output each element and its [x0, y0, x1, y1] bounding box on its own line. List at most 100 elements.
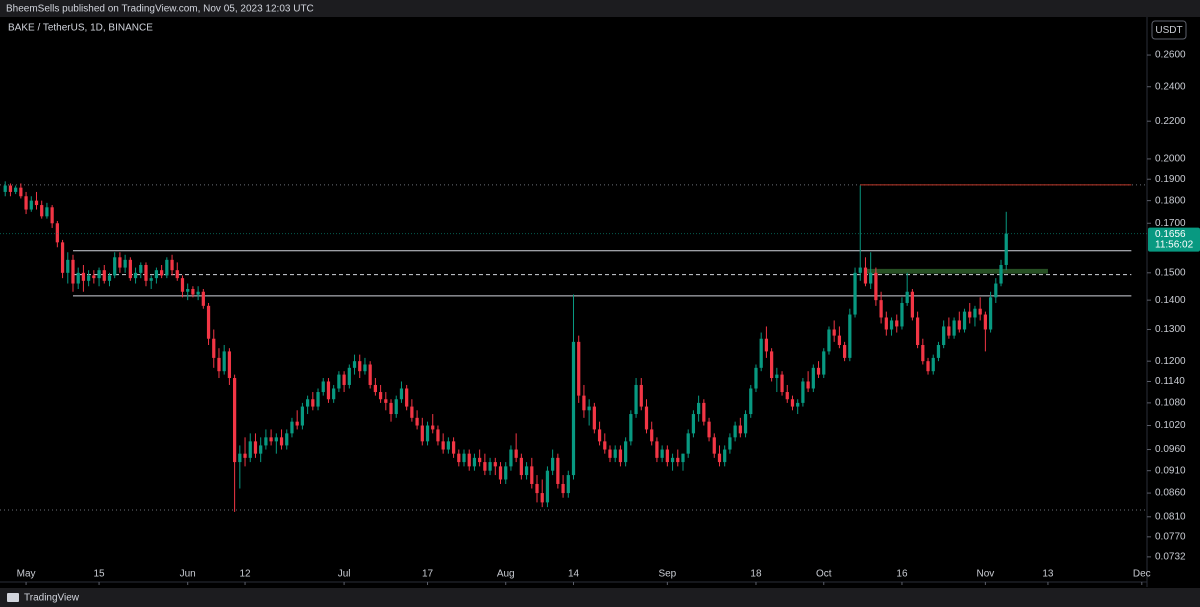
- candle-body: [519, 457, 523, 476]
- candle-body: [921, 345, 925, 362]
- y-tick-label: 0.1400: [1155, 295, 1186, 306]
- y-tick-label: 0.1500: [1155, 267, 1186, 278]
- zone: [865, 268, 1048, 274]
- candle-body: [269, 437, 273, 442]
- candle-body: [342, 374, 346, 385]
- candle-body: [217, 357, 221, 372]
- candle-body: [837, 335, 842, 346]
- candle-body: [994, 283, 998, 298]
- candle-body: [900, 302, 904, 327]
- y-tick-label: 0.0770: [1155, 531, 1186, 542]
- candle-body: [738, 425, 742, 434]
- candle-body: [603, 441, 607, 450]
- candle-body: [170, 259, 174, 271]
- candle-body: [551, 457, 555, 471]
- candle-body: [493, 462, 497, 467]
- candle-body: [822, 351, 826, 375]
- candle-body: [759, 338, 763, 368]
- header: BheemSells published on TradingView.com,…: [6, 4, 314, 15]
- y-tick-label: 0.0732: [1155, 552, 1186, 563]
- candle-body: [384, 399, 388, 403]
- y-tick-label: 0.2600: [1155, 50, 1186, 61]
- candle-body: [608, 449, 612, 458]
- candle-body: [107, 275, 112, 281]
- candle-body: [180, 278, 185, 292]
- countdown: 11:56:02: [1155, 239, 1194, 250]
- currency-button[interactable]: [1151, 20, 1187, 40]
- candle-body: [545, 470, 550, 503]
- candle-body: [311, 399, 315, 407]
- footer-bar: [0, 588, 1200, 607]
- candle-body: [889, 320, 894, 330]
- candle-body: [358, 361, 362, 372]
- candle-body: [3, 185, 7, 192]
- y-tick-label: 0.2000: [1155, 154, 1186, 165]
- candle-body: [285, 433, 289, 446]
- candle-body: [504, 466, 508, 480]
- candle-body: [363, 364, 367, 372]
- candle-body: [770, 351, 774, 379]
- candle-body: [206, 305, 211, 339]
- candle-body: [212, 338, 216, 358]
- candle-body: [373, 384, 377, 393]
- candle-body: [467, 453, 471, 467]
- candle-body: [999, 264, 1003, 284]
- x-tick-label: Dec: [1133, 569, 1151, 580]
- x-tick-label: Oct: [816, 569, 832, 580]
- candle-body: [827, 329, 831, 352]
- candle-body: [332, 388, 336, 400]
- candle-body: [191, 288, 195, 295]
- y-tick-label: 0.1080: [1155, 398, 1186, 409]
- candle-body: [947, 326, 951, 336]
- candle-body: [681, 453, 685, 463]
- candle-body: [556, 457, 560, 484]
- candle-body: [655, 441, 659, 458]
- x-tick-label: 18: [750, 569, 762, 580]
- last-price-tag: [1148, 227, 1200, 252]
- candle-body: [733, 425, 737, 438]
- y-tick-label: 0.1800: [1155, 195, 1186, 206]
- candle-body: [253, 441, 258, 454]
- candle-body: [92, 275, 96, 279]
- currency[interactable]: USDT: [1155, 25, 1182, 36]
- candle-body: [196, 291, 200, 295]
- y-tick-label: 0.2200: [1155, 116, 1186, 127]
- candle-body: [926, 361, 930, 372]
- y-tick-label: 0.0810: [1155, 511, 1186, 522]
- candle-body: [337, 374, 341, 389]
- candle-body: [712, 437, 716, 454]
- candle-body: [227, 351, 232, 379]
- candle-body: [665, 449, 669, 463]
- candle-body: [723, 449, 727, 463]
- candle-body: [790, 399, 795, 407]
- candle-body: [618, 449, 623, 463]
- candle-body: [717, 453, 722, 463]
- candle-body: [40, 205, 44, 217]
- candle-body: [629, 414, 633, 442]
- candle-body: [879, 300, 883, 318]
- y-tick-label: 0.1020: [1155, 420, 1186, 431]
- candle-body: [988, 297, 993, 330]
- candle-body: [749, 388, 753, 415]
- candle-body: [832, 329, 836, 336]
- candle-body: [691, 414, 696, 434]
- candle-body: [113, 257, 117, 276]
- candle-body: [399, 388, 404, 400]
- candle-body: [405, 388, 409, 407]
- candle-body: [425, 425, 430, 442]
- candle-body: [420, 425, 424, 442]
- candle-body: [973, 308, 977, 318]
- candle-body: [764, 338, 769, 352]
- candle-body: [139, 264, 143, 273]
- candle-body: [24, 196, 28, 210]
- x-tick-label: Aug: [497, 569, 515, 580]
- candle-body: [394, 399, 398, 415]
- candle-body: [582, 395, 586, 411]
- candle-body: [952, 320, 956, 336]
- y-tick-label: 0.2400: [1155, 81, 1186, 92]
- candle-body: [410, 406, 414, 418]
- candle-body: [686, 433, 690, 454]
- candle-body: [462, 453, 466, 463]
- candle-body: [149, 278, 153, 281]
